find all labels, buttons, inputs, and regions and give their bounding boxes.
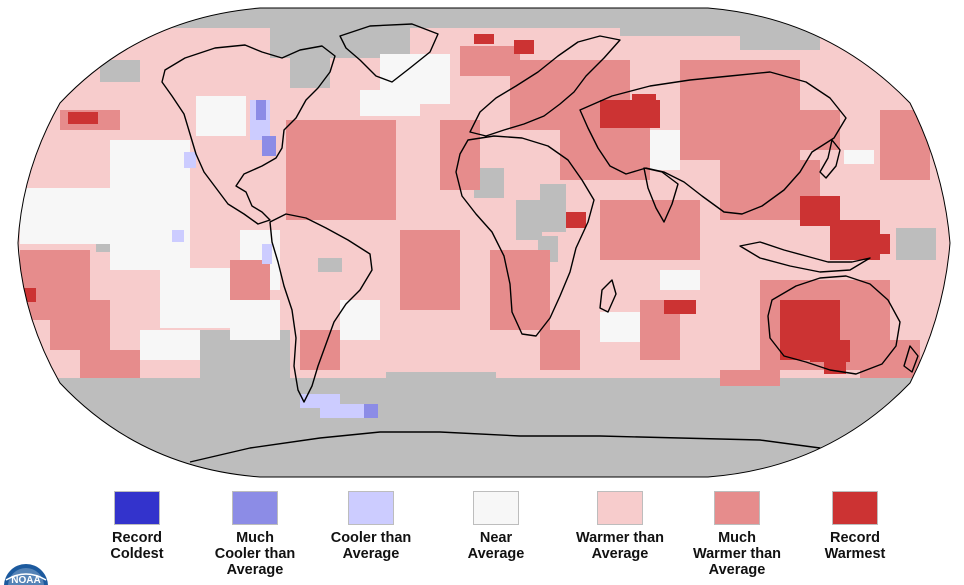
map-cell — [386, 372, 496, 384]
legend-item-record-coldest: Record Coldest — [72, 491, 202, 562]
map-cell — [100, 60, 140, 82]
noaa-logo-text: NOAA — [11, 575, 40, 585]
world-map — [17, 7, 951, 478]
legend-item-much-warmer: Much Warmer than Average — [672, 491, 802, 578]
globe-outline — [17, 7, 951, 478]
coastline-south-america — [269, 213, 373, 403]
map-cell — [340, 300, 380, 340]
legend-swatch-much-cooler — [232, 491, 278, 525]
map-grid-layer — [18, 8, 950, 477]
coastline-india — [643, 167, 679, 223]
map-cell — [360, 90, 420, 116]
legend: Record Coldest Much Cooler than Average … — [0, 486, 964, 585]
map-cell — [262, 244, 272, 264]
map-cell — [140, 330, 200, 360]
map-cell — [632, 94, 656, 106]
coastline-new-zealand — [903, 345, 919, 373]
map-cell — [256, 100, 266, 120]
noaa-logo-icon: NOAA — [4, 564, 48, 585]
legend-swatch-near-average — [473, 491, 519, 525]
legend-label-cooler: Cooler than Average — [330, 530, 412, 562]
map-cell — [860, 340, 920, 378]
coastlines — [161, 23, 919, 463]
map-cell — [896, 228, 936, 260]
map-cell — [600, 312, 640, 342]
map-cell — [870, 234, 890, 254]
coastline-africa — [455, 135, 595, 337]
map-cell — [110, 140, 190, 270]
map-cell — [286, 120, 396, 220]
map-cell — [196, 96, 246, 136]
coastline-asia — [579, 71, 847, 215]
map-cell — [540, 184, 566, 232]
map-cell — [566, 212, 586, 228]
map-cell — [230, 300, 280, 340]
map-cell — [780, 110, 840, 150]
map-cell — [474, 34, 494, 44]
legend-item-near-average: Near Average — [431, 491, 561, 562]
legend-label-record-warmest: Record Warmest — [824, 530, 886, 562]
legend-item-cooler: Cooler than Average — [306, 491, 436, 562]
map-cell — [80, 350, 140, 378]
map-cell — [300, 330, 340, 370]
map-cell — [664, 300, 696, 314]
map-cell — [740, 20, 820, 50]
legend-label-much-cooler: Much Cooler than Average — [214, 530, 296, 578]
coastline-japan — [819, 139, 841, 179]
legend-item-much-cooler: Much Cooler than Average — [190, 491, 320, 578]
legend-label-warmer: Warmer than Average — [575, 530, 665, 562]
coastline-indonesia — [739, 241, 871, 273]
map-cell — [540, 330, 580, 370]
legend-label-record-coldest: Record Coldest — [110, 530, 164, 562]
map-cell — [514, 40, 534, 54]
legend-swatch-record-coldest — [114, 491, 160, 525]
coastline-australia — [767, 275, 901, 375]
map-cell — [660, 270, 700, 290]
coastline-greenland — [339, 23, 439, 83]
map-cell — [230, 260, 270, 300]
map-cell — [620, 10, 740, 36]
map-cell — [68, 112, 98, 124]
map-cell — [290, 58, 330, 88]
coastline-madagascar — [599, 279, 617, 313]
map-cell — [318, 258, 342, 272]
map-cell — [720, 370, 780, 386]
map-cell — [270, 20, 410, 58]
map-cell — [400, 230, 460, 310]
noaa-logo: NOAA — [2, 562, 60, 585]
map-cell — [184, 152, 196, 168]
legend-swatch-record-warmest — [832, 491, 878, 525]
map-cell — [18, 378, 950, 477]
map-cell — [880, 110, 930, 180]
map-cell — [320, 404, 376, 418]
coastline-antarctica — [189, 431, 861, 463]
legend-item-warmer: Warmer than Average — [555, 491, 685, 562]
map-cell — [810, 340, 850, 362]
coastline-north-america — [161, 44, 336, 225]
map-cell — [364, 404, 378, 418]
map-cell — [18, 8, 950, 28]
legend-swatch-cooler — [348, 491, 394, 525]
legend-item-record-warmest: Record Warmest — [790, 491, 920, 562]
map-cells — [18, 8, 950, 477]
map-cell — [20, 188, 110, 244]
map-cell — [460, 46, 520, 76]
map-cell — [262, 136, 276, 156]
legend-swatch-warmer — [597, 491, 643, 525]
coastline-europe — [469, 35, 621, 137]
map-cell — [490, 250, 550, 330]
map-cell — [844, 150, 874, 164]
map-cell — [516, 200, 542, 240]
temperature-percentile-map — [17, 7, 951, 478]
legend-swatch-much-warmer — [714, 491, 760, 525]
map-cell — [172, 230, 184, 242]
legend-label-much-warmer: Much Warmer than Average — [692, 530, 782, 578]
map-cell — [600, 200, 700, 260]
map-cell — [50, 300, 110, 350]
legend-label-near-average: Near Average — [467, 530, 525, 562]
